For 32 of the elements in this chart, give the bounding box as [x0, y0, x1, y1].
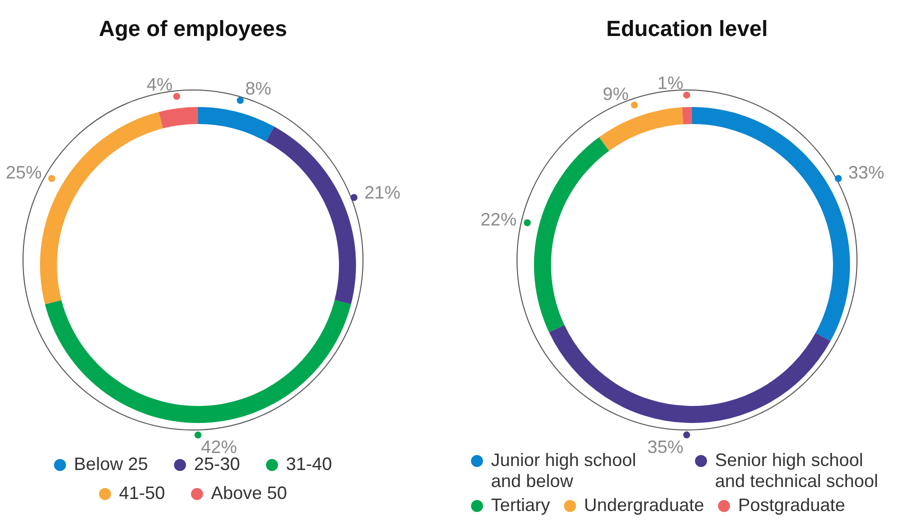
data-label: 42%: [201, 437, 238, 457]
data-label: 33%: [848, 162, 884, 182]
data-label: 35%: [647, 436, 684, 457]
donut-slice: [198, 107, 274, 142]
donut-slice: [534, 137, 610, 332]
donut-slice: [44, 300, 352, 423]
legend-label: Tertiary: [491, 495, 550, 516]
donut-slice: [158, 107, 198, 128]
data-label: 4%: [146, 74, 173, 94]
legend-label: Postgraduate: [738, 495, 846, 516]
legend-label: 41-50: [118, 483, 165, 504]
chart-title: Education level: [605, 15, 769, 43]
chart-title: Age of employees: [98, 15, 288, 43]
data-label: 1%: [657, 73, 684, 94]
data-label: 22%: [480, 210, 517, 230]
donut-slice: [266, 126, 356, 304]
donut-slice: [549, 325, 830, 423]
data-label: 21%: [364, 182, 400, 203]
donut-slice: [599, 107, 684, 151]
donut-slice: [682, 107, 692, 124]
data-label: 8%: [245, 78, 272, 99]
legend-label: 25-30: [194, 454, 240, 475]
legend-label: Senior high school and technical school: [715, 450, 880, 492]
data-label: 25%: [6, 162, 42, 182]
data-label: 9%: [602, 84, 629, 104]
legend-label: Above 50: [210, 483, 288, 504]
legend-label: Below 25: [74, 454, 148, 475]
legend-label: 31-40: [286, 454, 332, 475]
donut-slice: [692, 107, 850, 342]
legend-label: Undergraduate: [584, 495, 704, 516]
legend-label: Junior high school and below: [491, 450, 636, 491]
donut-slice: [40, 112, 163, 304]
